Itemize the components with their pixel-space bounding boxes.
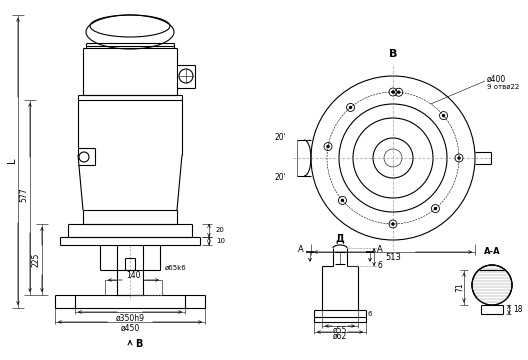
Text: ø55: ø55: [333, 325, 347, 334]
Circle shape: [397, 91, 400, 94]
Text: ø350h9: ø350h9: [116, 314, 145, 323]
Text: 225: 225: [32, 253, 41, 267]
Text: б: б: [377, 261, 382, 270]
Text: 20': 20': [274, 174, 286, 183]
Text: L: L: [7, 157, 17, 163]
Text: B: B: [135, 339, 143, 349]
Text: 20: 20: [216, 227, 225, 233]
Text: Д: Д: [336, 233, 344, 243]
Text: 6: 6: [368, 311, 372, 317]
Text: В: В: [389, 49, 397, 59]
Text: 20': 20': [274, 134, 286, 143]
Text: А: А: [377, 244, 383, 253]
Text: 140: 140: [126, 270, 140, 279]
Text: 513: 513: [385, 253, 401, 262]
Circle shape: [442, 114, 445, 117]
Circle shape: [326, 145, 329, 148]
Text: А: А: [298, 244, 304, 253]
Text: ø450: ø450: [120, 324, 139, 333]
Text: 9 отвø22: 9 отвø22: [487, 84, 519, 90]
Text: 10: 10: [216, 238, 225, 244]
Circle shape: [434, 207, 437, 210]
Text: 577: 577: [20, 188, 29, 202]
Text: ø62: ø62: [333, 332, 347, 341]
Text: А-А: А-А: [484, 247, 501, 256]
Text: ø65k6: ø65k6: [165, 265, 187, 271]
Text: 71: 71: [456, 283, 465, 292]
Circle shape: [391, 222, 394, 225]
Circle shape: [457, 157, 460, 159]
Circle shape: [341, 199, 344, 202]
Circle shape: [391, 90, 394, 94]
Circle shape: [349, 106, 352, 109]
Text: ø400: ø400: [487, 75, 506, 84]
Text: 18: 18: [513, 305, 523, 314]
